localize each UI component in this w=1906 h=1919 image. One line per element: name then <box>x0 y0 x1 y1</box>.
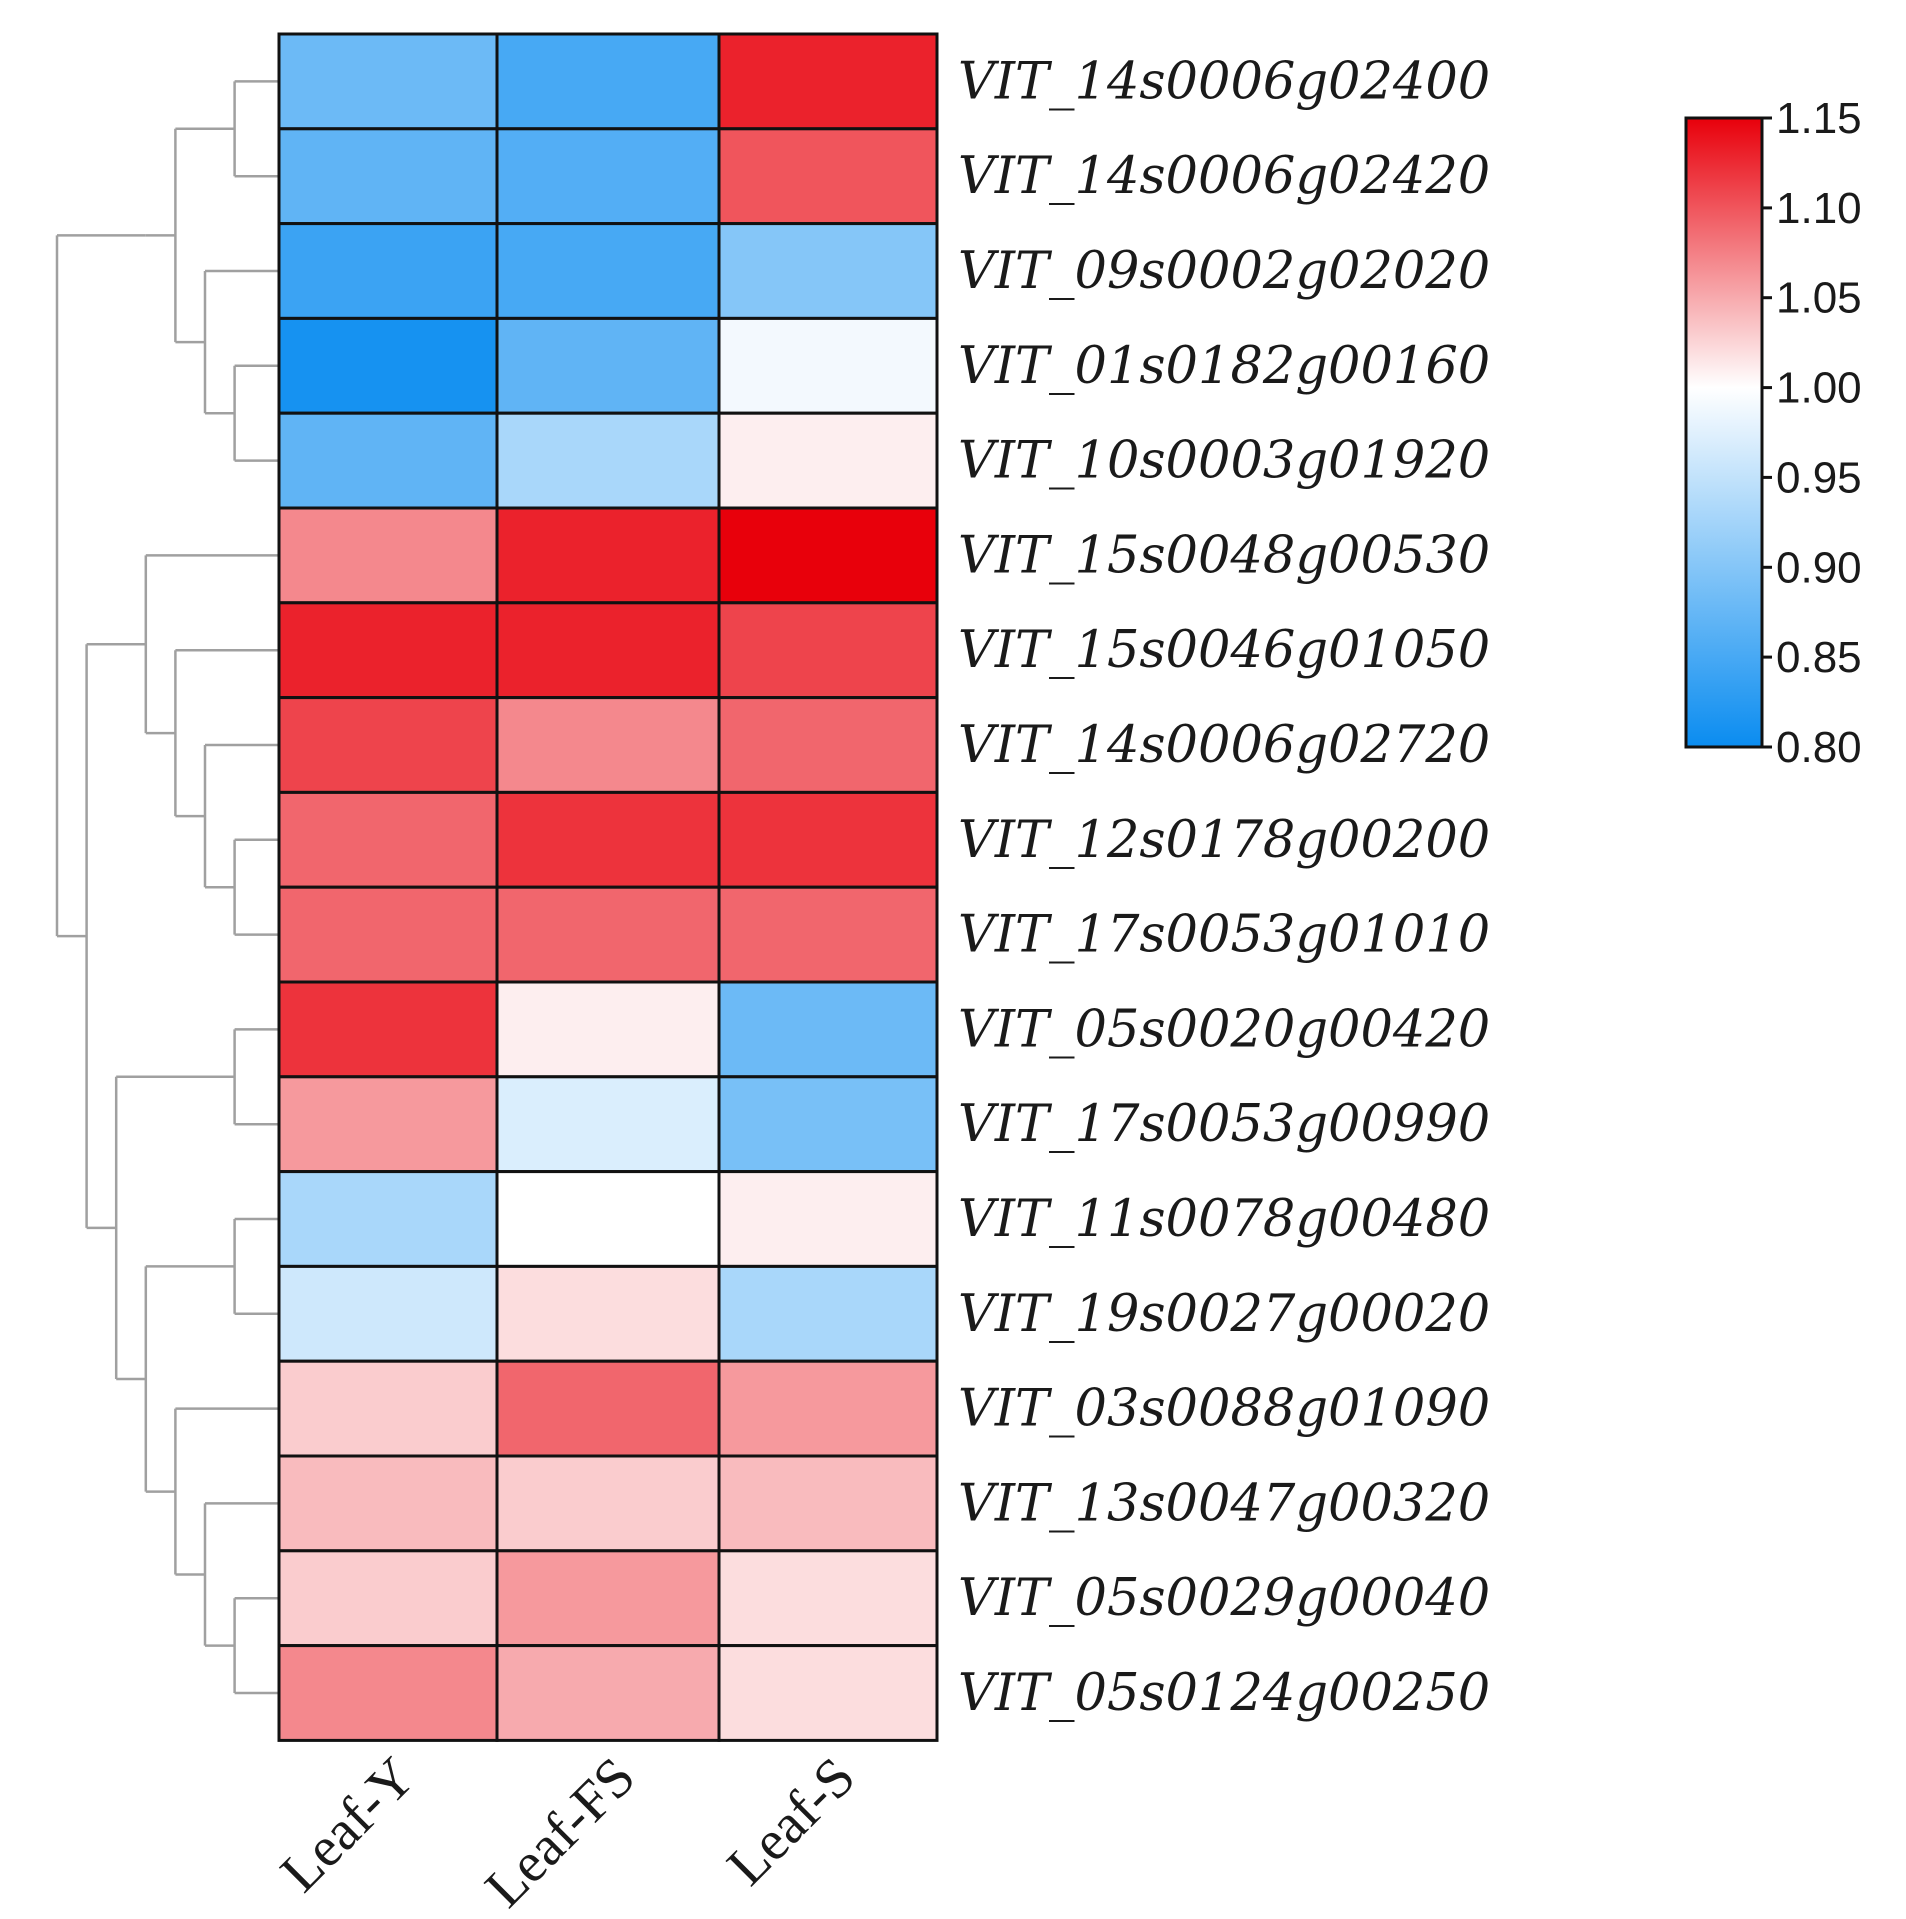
heatmap-cell <box>277 1170 499 1268</box>
heatmap-cell <box>277 1454 499 1553</box>
heatmap-cell <box>495 506 721 605</box>
heatmap-cell <box>277 601 499 700</box>
heatmap-cell <box>277 790 499 889</box>
column-label: Leaf-Y <box>269 1746 427 1904</box>
heatmap-cell <box>717 1454 939 1553</box>
row-label: VIT_03s0088g01090 <box>958 1380 1490 1439</box>
row-label: VIT_05s0020g00420 <box>958 1000 1490 1059</box>
row-label: VIT_14s0006g02420 <box>958 147 1490 206</box>
heatmap-cell <box>277 885 499 984</box>
row-label: VIT_12s0178g00200 <box>958 811 1490 870</box>
row-label: VIT_17s0053g00990 <box>958 1095 1490 1154</box>
row-label: VIT_17s0053g01010 <box>958 906 1490 965</box>
colorbar-gradient <box>1684 116 1764 749</box>
colorbar-tick-label: 0.85 <box>1776 633 1862 682</box>
heatmap-cell <box>717 1075 939 1174</box>
row-label: VIT_14s0006g02720 <box>958 716 1490 775</box>
row-label: VIT_05s0029g00040 <box>958 1569 1490 1628</box>
heatmap-cell <box>277 32 499 131</box>
heatmap-cell <box>495 696 721 794</box>
row-label: VIT_15s0046g01050 <box>958 621 1490 680</box>
heatmap-cell <box>277 1264 499 1363</box>
row-label: VIT_10s0003g01920 <box>958 432 1490 491</box>
heatmap-cell <box>495 316 721 415</box>
heatmap-cell <box>495 127 721 226</box>
heatmap-cell <box>277 980 499 1079</box>
heatmap-cell <box>495 885 721 984</box>
heatmap-cell <box>717 601 939 700</box>
heatmap-cells <box>277 32 939 1742</box>
heatmap-cell <box>277 1359 499 1458</box>
column-labels: Leaf-Y Leaf-FS Leaf-S <box>269 1746 867 1919</box>
heatmap-cell <box>717 506 939 605</box>
heatmap-cell <box>717 980 939 1079</box>
heatmap-cell <box>495 1264 721 1363</box>
heatmap-cell <box>717 1359 939 1458</box>
column-label: Leaf-S <box>716 1746 868 1898</box>
heatmap-cell <box>495 601 721 700</box>
heatmap-cell <box>495 32 721 131</box>
colorbar-tick-label: 1.05 <box>1776 274 1862 323</box>
colorbar-tick-label: 0.90 <box>1776 543 1862 592</box>
colorbar-tick-label: 1.15 <box>1776 94 1862 143</box>
heatmap-cell <box>495 411 721 510</box>
heatmap-cell <box>717 1549 939 1648</box>
row-labels: VIT_14s0006g02400 VIT_14s0006g02420 VIT_09… <box>958 52 1490 1723</box>
colorbar-tick-label: 1.10 <box>1776 184 1862 233</box>
heatmap-cell <box>495 1549 721 1648</box>
heatmap-cell <box>495 790 721 889</box>
heatmap-cell <box>717 222 939 320</box>
heatmap-cell <box>277 506 499 605</box>
heatmap-cell <box>495 1170 721 1268</box>
heatmap-cell <box>717 790 939 889</box>
column-label: Leaf-FS <box>474 1746 648 1919</box>
heatmap-cell <box>277 1644 499 1742</box>
colorbar-tick-label: 1.00 <box>1776 364 1862 413</box>
heatmap-cell <box>277 1549 499 1648</box>
heatmap-cell <box>277 411 499 510</box>
heatmap-cell <box>717 411 939 510</box>
heatmap-cell <box>717 1644 939 1742</box>
heatmap-cell <box>495 1075 721 1174</box>
heatmap-cell <box>717 316 939 415</box>
heatmap-cell <box>717 32 939 131</box>
heatmap-cell <box>717 127 939 226</box>
heatmap-cell <box>717 1170 939 1268</box>
heatmap-cell <box>495 1644 721 1742</box>
heatmap-cell <box>717 696 939 794</box>
heatmap-cell <box>277 222 499 320</box>
row-dendrogram <box>55 80 279 1695</box>
heatmap-cell <box>277 1075 499 1174</box>
row-label: VIT_15s0048g00530 <box>958 526 1490 585</box>
row-label: VIT_11s0078g00480 <box>958 1190 1490 1249</box>
row-label: VIT_01s0182g00160 <box>958 337 1490 396</box>
row-label: VIT_13s0047g00320 <box>958 1474 1490 1533</box>
heatmap-cell <box>277 696 499 794</box>
heatmap-cell <box>717 1264 939 1363</box>
heatmap-cell <box>495 1359 721 1458</box>
heatmap-cell <box>717 885 939 984</box>
heatmap-cell <box>277 316 499 415</box>
colorbar: 1.15 1.10 1.05 1.00 0.95 0.90 0.85 0.80 <box>1684 94 1862 772</box>
row-label: VIT_14s0006g02400 <box>958 52 1490 111</box>
heatmap-cell <box>495 222 721 320</box>
row-label: VIT_09s0002g02020 <box>958 242 1490 301</box>
heatmap-cell <box>495 980 721 1079</box>
row-label: VIT_05s0124g00250 <box>958 1664 1490 1723</box>
colorbar-tick-label: 0.80 <box>1776 723 1862 772</box>
heatmap-cell <box>277 127 499 226</box>
heatmap-cell <box>495 1454 721 1553</box>
colorbar-tick-label: 0.95 <box>1776 453 1862 502</box>
row-label: VIT_19s0027g00020 <box>958 1285 1490 1344</box>
